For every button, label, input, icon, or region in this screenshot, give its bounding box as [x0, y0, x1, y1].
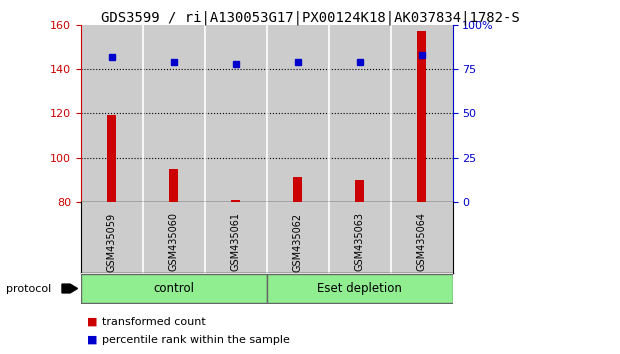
- Bar: [81, 274, 267, 303]
- Text: GSM435059: GSM435059: [107, 212, 117, 272]
- Bar: [355, 179, 364, 202]
- Text: control: control: [153, 282, 194, 295]
- Text: ■: ■: [87, 317, 97, 327]
- Text: GSM435060: GSM435060: [169, 212, 179, 272]
- Text: transformed count: transformed count: [102, 317, 206, 327]
- Bar: [417, 32, 426, 202]
- Text: GSM435062: GSM435062: [293, 212, 303, 272]
- Text: protocol: protocol: [6, 284, 51, 293]
- Text: GSM435063: GSM435063: [355, 212, 365, 272]
- Text: percentile rank within the sample: percentile rank within the sample: [102, 335, 290, 345]
- Text: GSM435064: GSM435064: [417, 212, 427, 272]
- Bar: [267, 274, 453, 303]
- Text: GDS3599 / ri|A130053G17|PX00124K18|AK037834|1782-S: GDS3599 / ri|A130053G17|PX00124K18|AK037…: [100, 11, 520, 25]
- Bar: [293, 177, 302, 202]
- Bar: [169, 169, 179, 202]
- Text: Eset depletion: Eset depletion: [317, 282, 402, 295]
- Text: GSM435061: GSM435061: [231, 212, 241, 272]
- Bar: [107, 115, 116, 202]
- Text: ■: ■: [87, 335, 97, 345]
- Bar: [231, 200, 240, 202]
